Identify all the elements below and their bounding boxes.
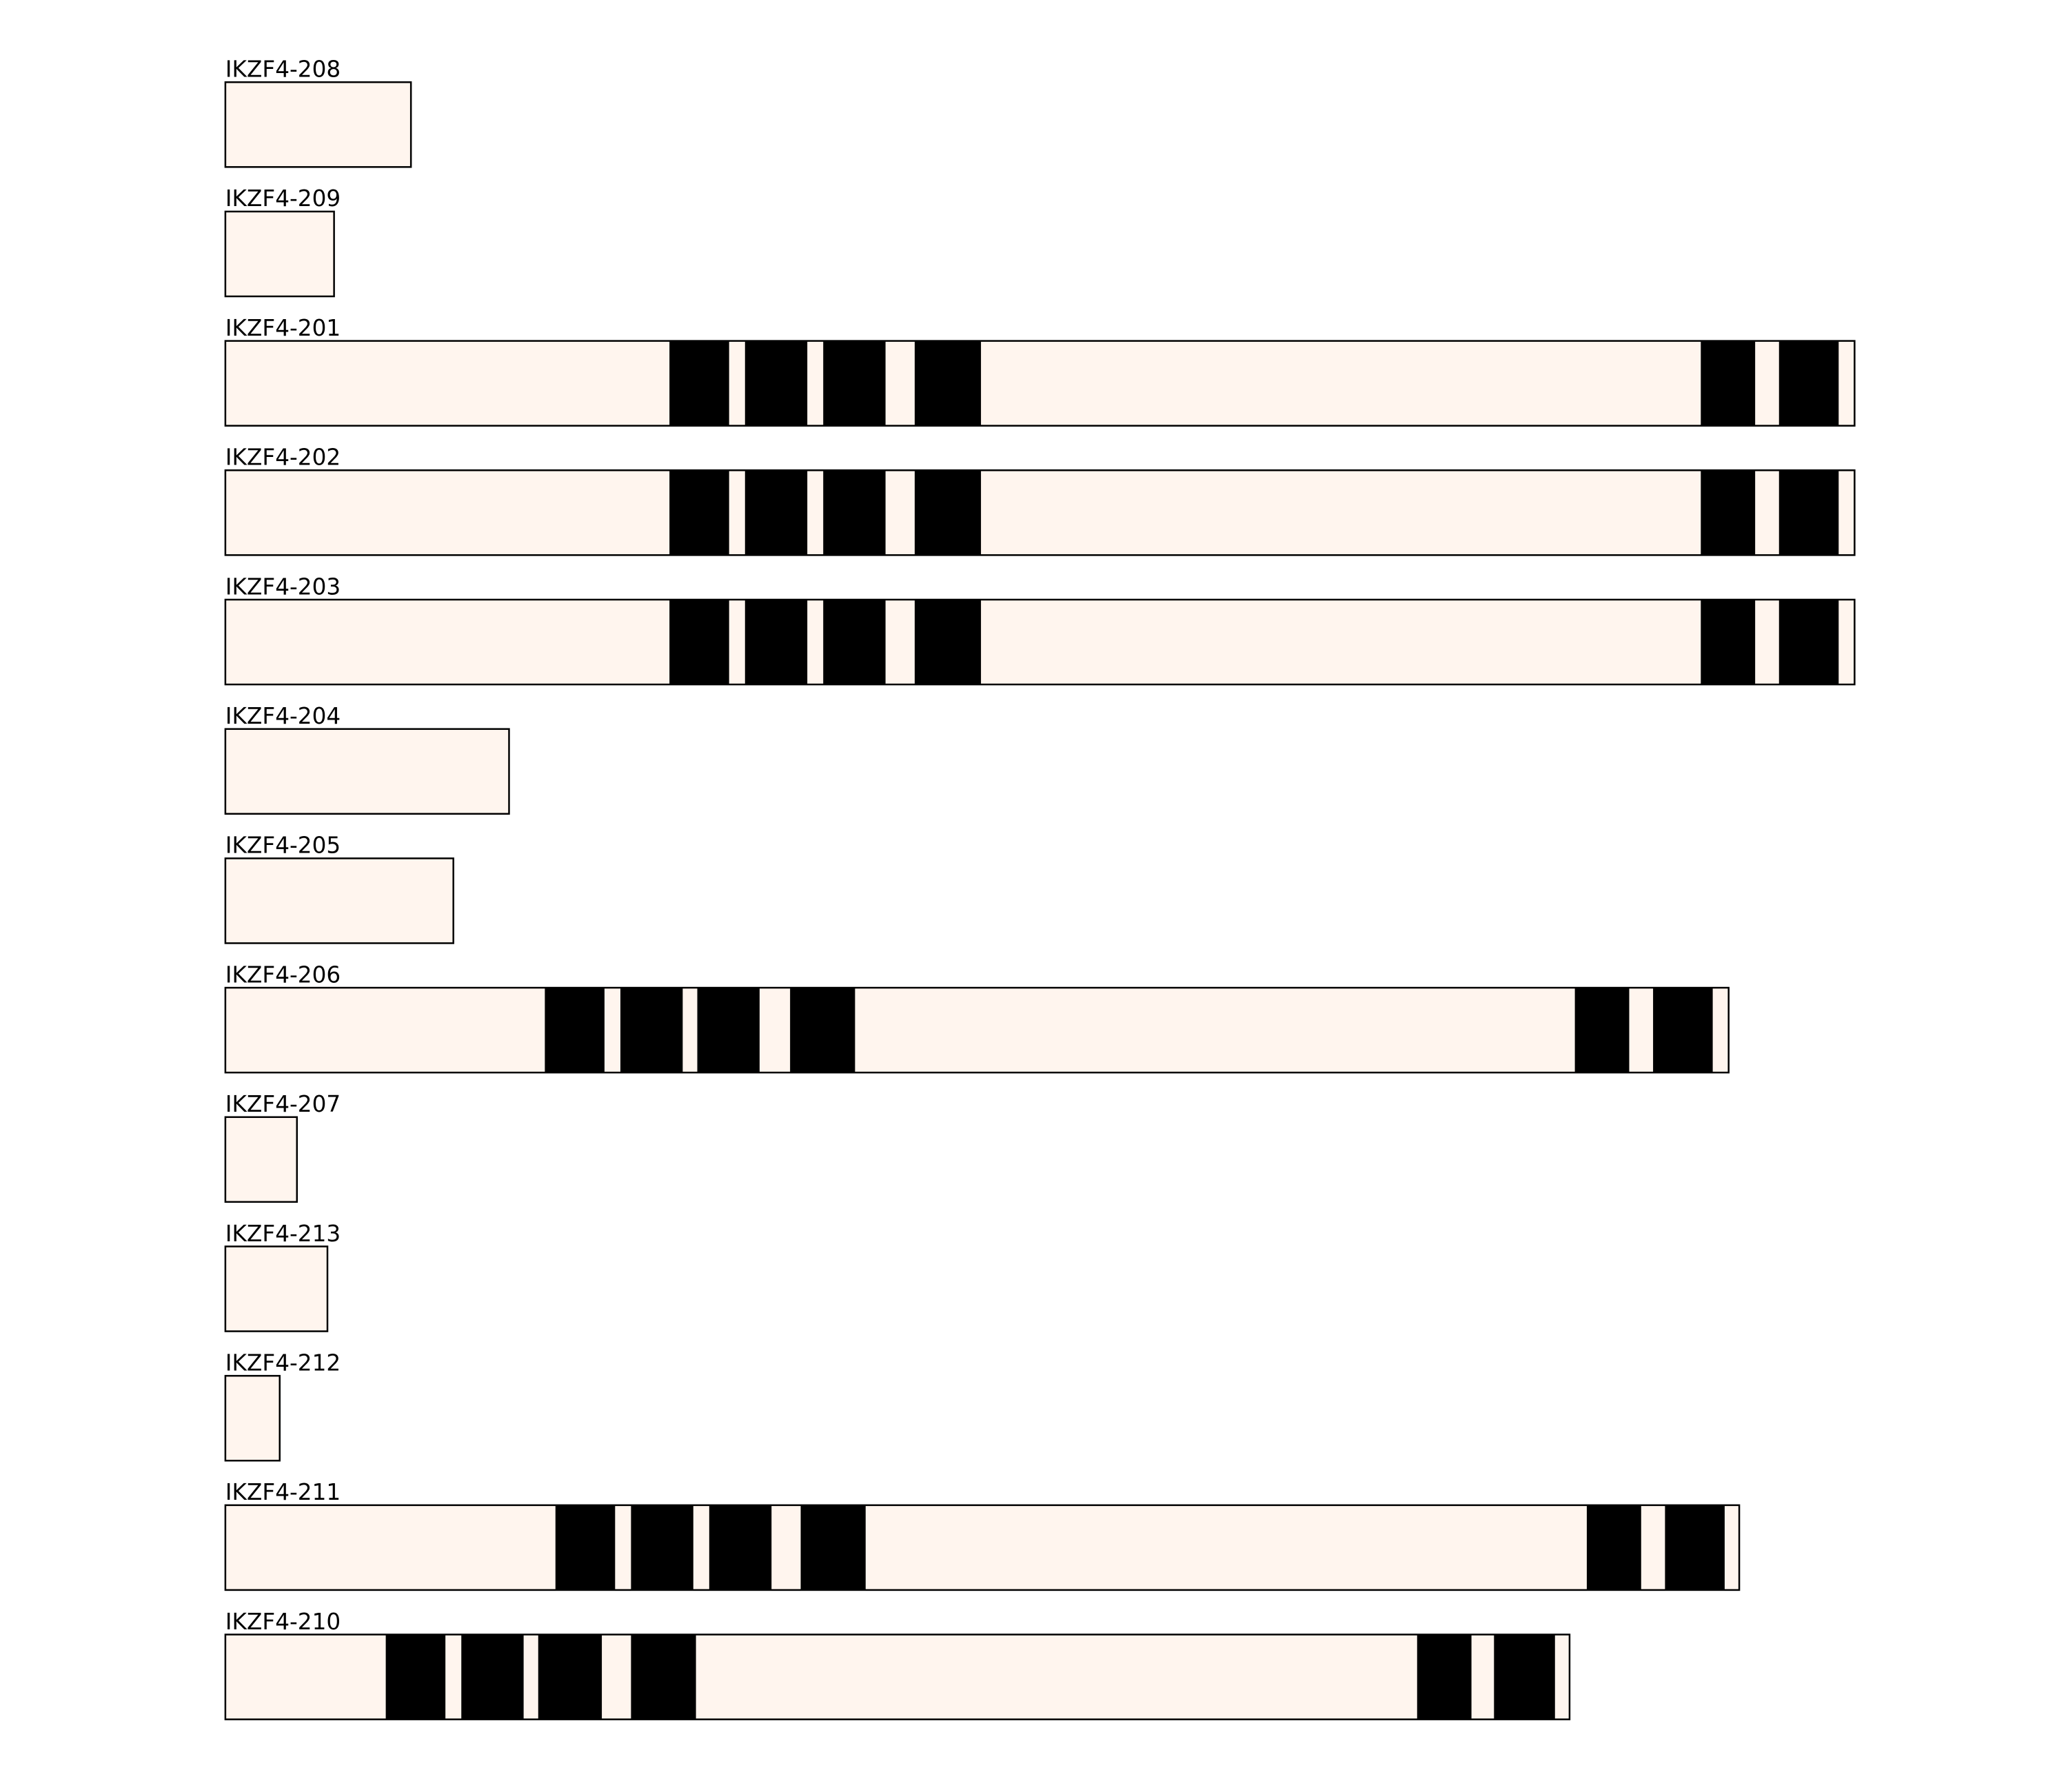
feature-block (1417, 1634, 1472, 1720)
feature-block (697, 988, 760, 1073)
feature-block (555, 1505, 616, 1590)
transcript-bar (224, 1504, 1741, 1591)
feature-block (545, 988, 605, 1073)
transcript-label: IKZF4-209 (225, 185, 341, 212)
transcript-ikzf4-206: IKZF4-206 (224, 961, 1730, 1074)
feature-block (1778, 600, 1839, 685)
transcript-ikzf4-210: IKZF4-210 (224, 1609, 1571, 1720)
transcript-ikzf4-211: IKZF4-211 (224, 1479, 1741, 1591)
transcript-bar (224, 1374, 281, 1462)
feature-block (1701, 600, 1756, 685)
feature-block (914, 470, 982, 556)
feature-block (538, 1634, 602, 1720)
transcript-bar (224, 728, 510, 815)
transcript-label: IKZF4-203 (225, 573, 341, 600)
transcript-bar (224, 1116, 298, 1203)
transcript-bar (224, 81, 412, 168)
feature-block (709, 1505, 772, 1590)
transcript-ikzf4-205: IKZF4-205 (224, 833, 454, 944)
feature-block (631, 1634, 696, 1720)
transcript-bar (224, 340, 1856, 427)
feature-block (385, 1634, 446, 1720)
feature-block (744, 470, 808, 556)
feature-block (1665, 1505, 1725, 1590)
feature-block (823, 470, 886, 556)
feature-block (1574, 988, 1630, 1073)
feature-block (669, 470, 729, 556)
transcript-label: IKZF4-213 (225, 1221, 341, 1247)
feature-block (790, 988, 855, 1073)
transcript-label: IKZF4-212 (225, 1350, 341, 1376)
transcript-bar (224, 210, 335, 298)
feature-block (800, 1505, 866, 1590)
feature-block (620, 988, 683, 1073)
transcript-ikzf4-201: IKZF4-201 (224, 315, 1856, 427)
transcript-ikzf4-207: IKZF4-207 (224, 1091, 341, 1203)
feature-block (461, 1634, 524, 1720)
feature-block (914, 340, 982, 426)
feature-block (669, 600, 729, 685)
transcript-ikzf4-213: IKZF4-213 (224, 1221, 341, 1332)
feature-block (744, 600, 808, 685)
transcript-label: IKZF4-205 (225, 833, 341, 859)
transcript-bar (224, 1633, 1571, 1720)
transcript-ikzf4-208: IKZF4-208 (224, 57, 412, 168)
transcript-label: IKZF4-204 (225, 703, 341, 729)
transcript-ikzf4-202: IKZF4-202 (224, 445, 1856, 556)
transcript-label: IKZF4-211 (225, 1479, 341, 1505)
transcript-label: IKZF4-207 (225, 1091, 341, 1117)
transcript-label: IKZF4-201 (225, 315, 341, 341)
transcript-bar (224, 469, 1856, 556)
transcript-label: IKZF4-210 (225, 1609, 341, 1635)
transcript-ikzf4-209: IKZF4-209 (224, 185, 341, 298)
transcript-bar (224, 857, 454, 944)
transcript-bar (224, 1245, 329, 1332)
transcript-ikzf4-204: IKZF4-204 (224, 703, 510, 815)
feature-block (1701, 470, 1756, 556)
feature-block (823, 600, 886, 685)
feature-block (914, 600, 982, 685)
transcript-bar (224, 986, 1730, 1074)
feature-block (823, 340, 886, 426)
feature-block (744, 340, 808, 426)
feature-block (1653, 988, 1713, 1073)
transcript-label: IKZF4-206 (225, 961, 341, 988)
feature-block (1701, 340, 1756, 426)
transcript-ikzf4-212: IKZF4-212 (224, 1350, 341, 1462)
feature-block (1778, 340, 1839, 426)
feature-block (669, 340, 729, 426)
transcript-label: IKZF4-202 (225, 445, 341, 471)
transcript-bar (224, 598, 1856, 686)
feature-block (1494, 1634, 1555, 1720)
transcript-ikzf4-203: IKZF4-203 (224, 573, 1856, 686)
feature-block (631, 1505, 693, 1590)
feature-block (1778, 470, 1839, 556)
transcript-label: IKZF4-208 (225, 57, 341, 83)
feature-block (1586, 1505, 1641, 1590)
